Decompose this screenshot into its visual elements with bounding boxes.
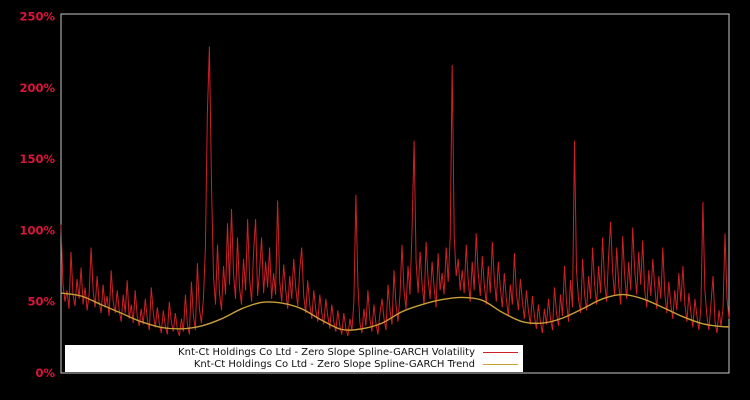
y-tick-label: 250% [19, 9, 55, 23]
volatility-line [60, 46, 730, 337]
y-tick-label: 150% [19, 152, 55, 166]
legend-label-volatility: Knt-Ct Holdings Co Ltd - Zero Slope Spli… [178, 346, 475, 358]
y-tick-label: 50% [27, 295, 55, 309]
y-tick-label: 0% [35, 366, 55, 380]
trend-line [60, 292, 730, 331]
volatility-line-sample-icon [483, 352, 518, 353]
legend-item-volatility: Knt-Ct Holdings Co Ltd - Zero Slope Spli… [67, 347, 518, 359]
y-tick-label: 100% [19, 223, 55, 237]
legend-label-trend: Knt-Ct Holdings Co Ltd - Zero Slope Spli… [193, 358, 475, 370]
y-tick-label: 200% [19, 81, 55, 95]
chart-legend: Knt-Ct Holdings Co Ltd - Zero Slope Spli… [65, 345, 523, 372]
trend-line-sample-icon [483, 364, 518, 365]
plot-frame [60, 13, 730, 374]
legend-item-trend: Knt-Ct Holdings Co Ltd - Zero Slope Spli… [67, 359, 518, 371]
